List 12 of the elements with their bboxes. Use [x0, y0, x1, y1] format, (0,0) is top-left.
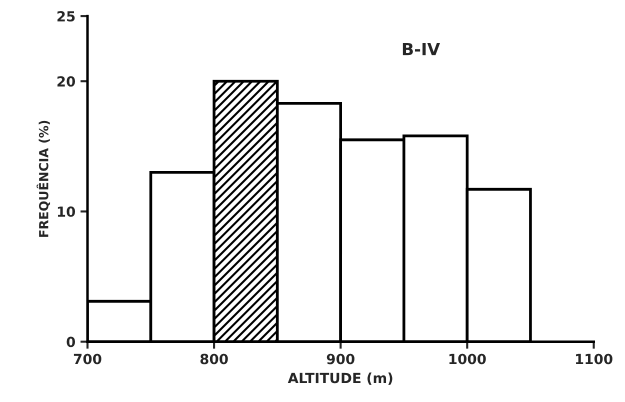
- x-tick-label: 1000: [449, 354, 486, 364]
- x-tick-label: 800: [200, 354, 228, 364]
- x-axis-title: ALTITUDE (m): [288, 372, 392, 385]
- x-tick-label: 700: [74, 354, 102, 364]
- y-axis-title: FREQUÊNCIA (%): [36, 120, 50, 237]
- x-tick-label: 1100: [576, 354, 612, 364]
- y-tick-label: 0: [66, 336, 76, 348]
- y-tick-label: 20: [57, 76, 76, 87]
- annotation: B-IV: [402, 43, 440, 56]
- x-tick-label: 900: [326, 354, 354, 364]
- y-tick-label: 25: [57, 11, 75, 22]
- y-tick-label: 10: [58, 206, 76, 217]
